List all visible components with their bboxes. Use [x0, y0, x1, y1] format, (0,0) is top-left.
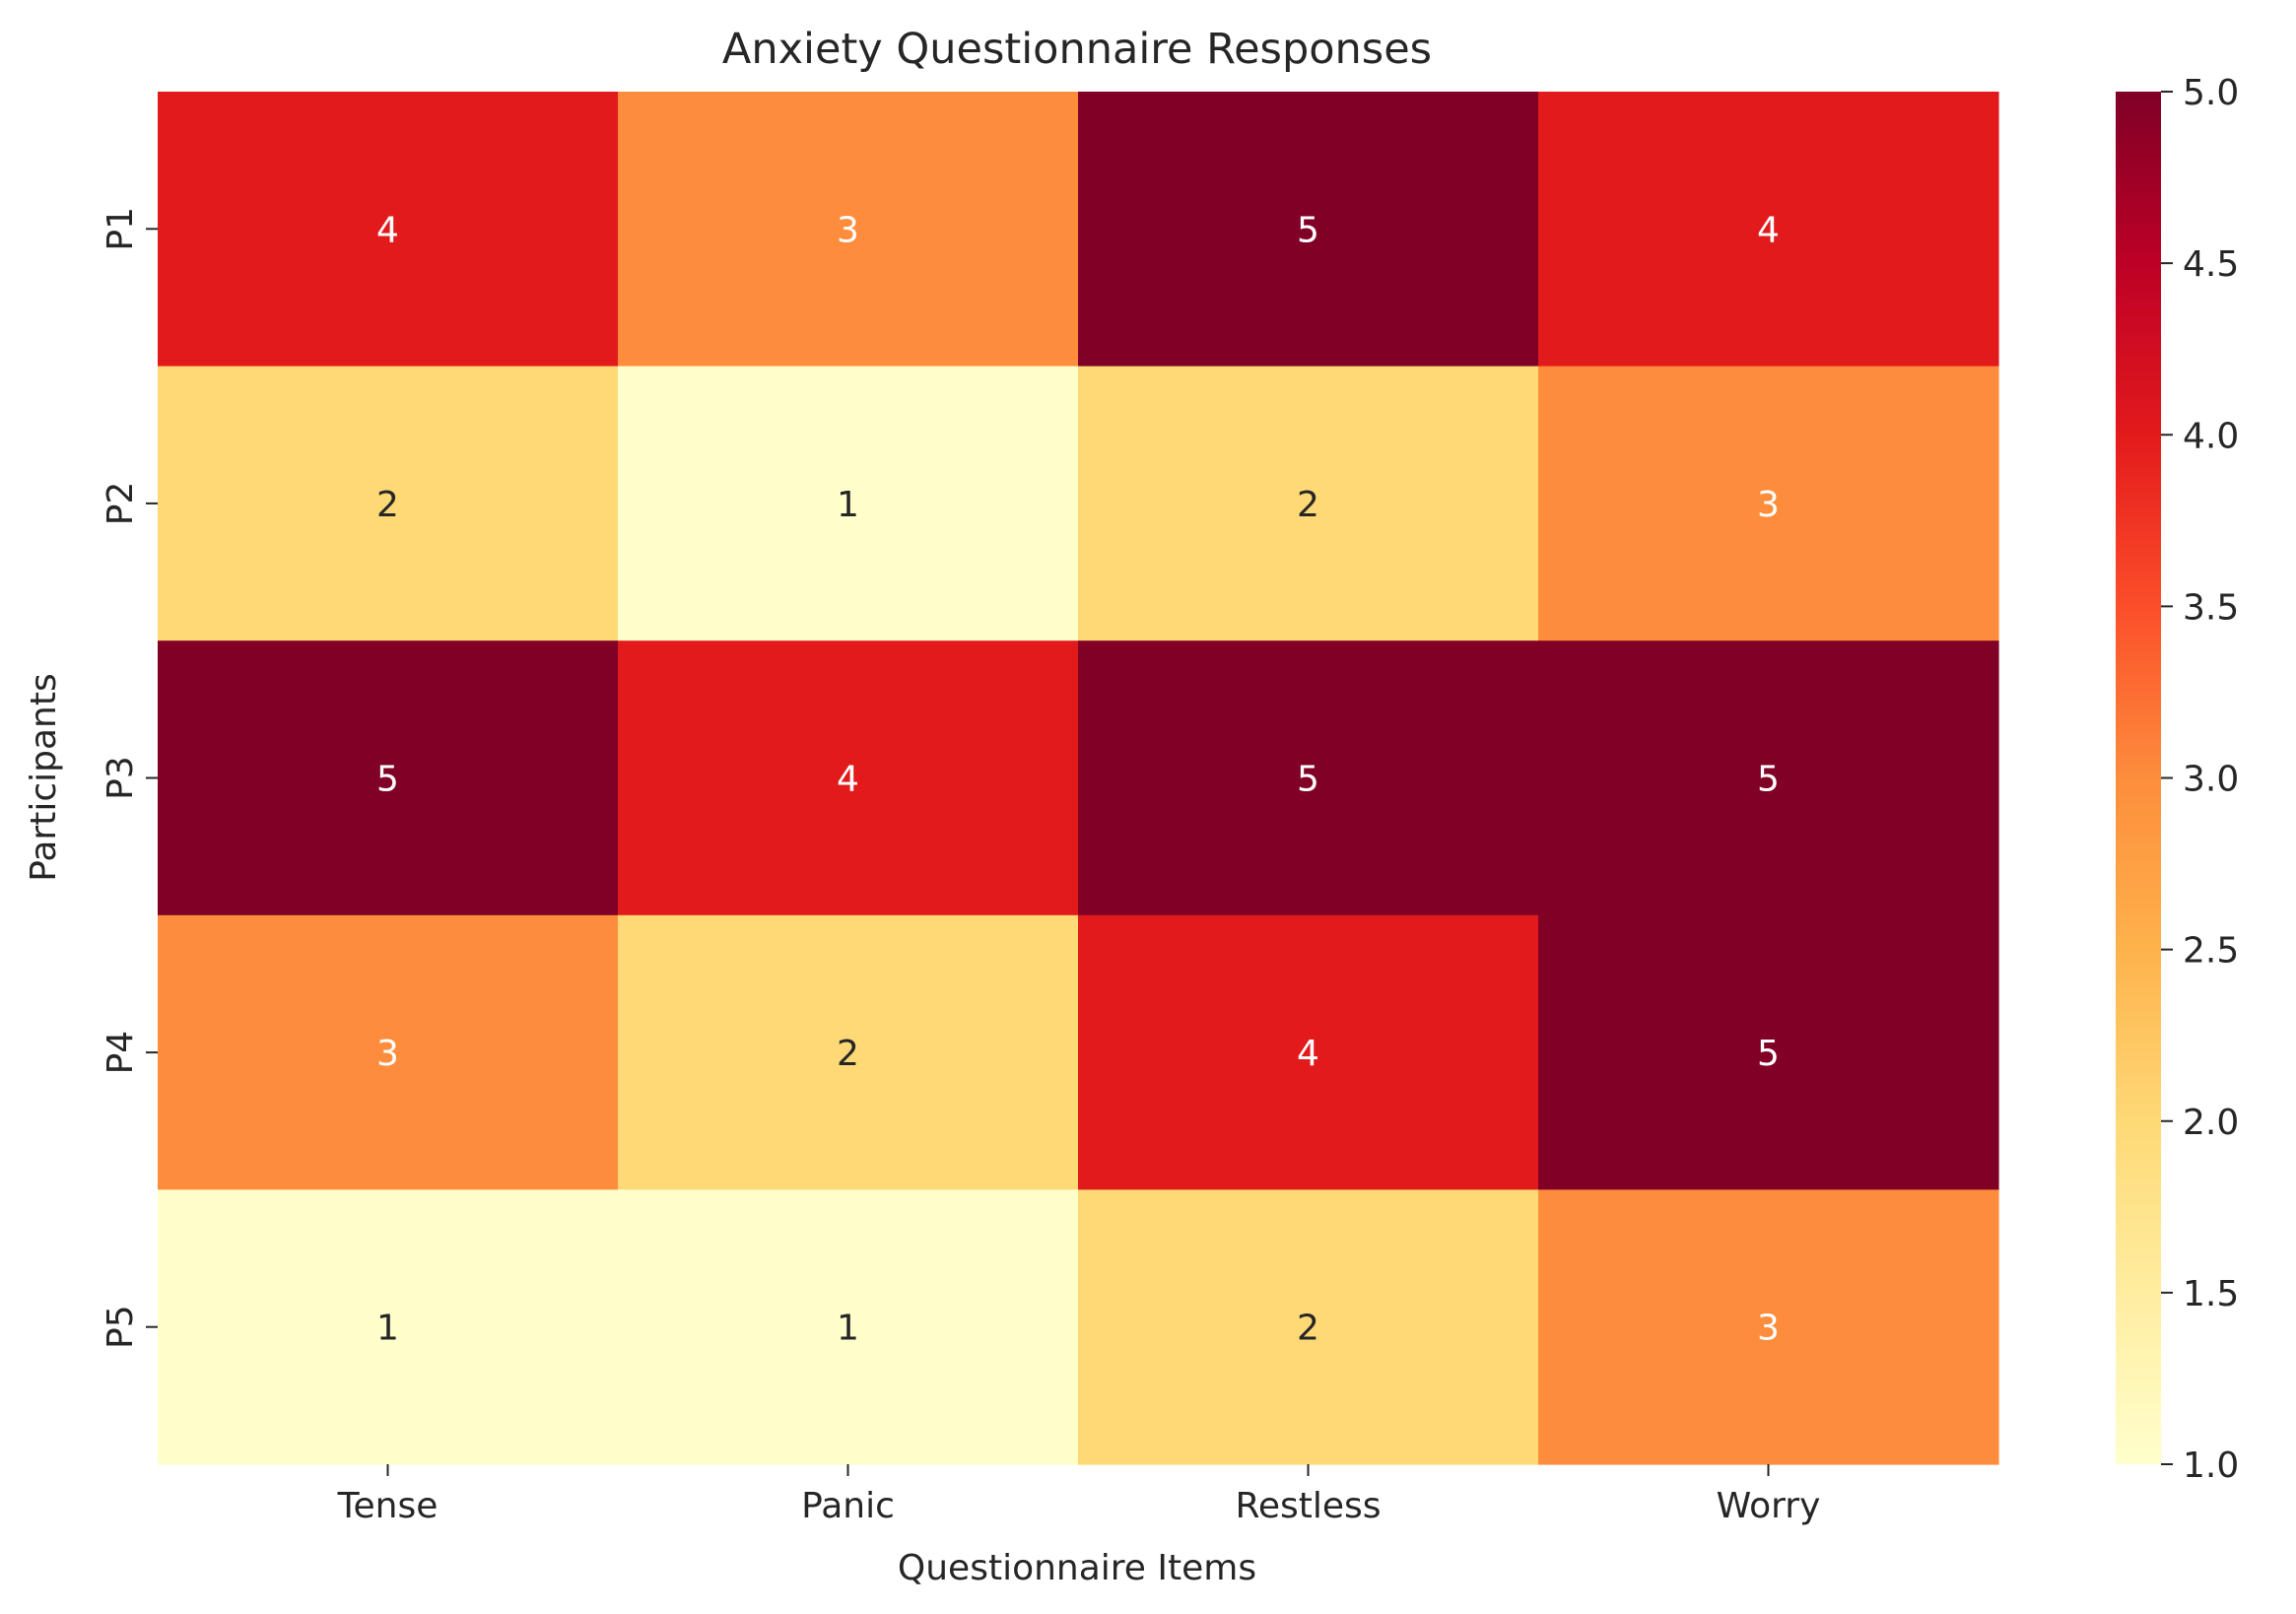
- x-axis-label: Questionnaire Items: [898, 1548, 1256, 1588]
- cell-value-label: 2: [1297, 485, 1319, 525]
- cell-value-label: 2: [1297, 1309, 1319, 1349]
- colorbar-tick-label: 1.0: [2183, 1446, 2239, 1486]
- heatmap-cell: [1538, 366, 1999, 641]
- y-tick-label: P5: [101, 1305, 141, 1349]
- heatmap-cell: [1538, 914, 1999, 1190]
- colorbar-tick-label: 3.5: [2183, 587, 2239, 628]
- heatmap-cell: [1078, 1189, 1539, 1465]
- heatmap-cell: [1538, 92, 1999, 368]
- cell-value-label: 1: [376, 1309, 399, 1349]
- cell-value-label: 1: [837, 485, 859, 525]
- heatmap-cell: [158, 1189, 619, 1465]
- cell-value-label: 3: [1757, 1309, 1780, 1349]
- y-tick-label: P3: [101, 756, 141, 800]
- heatmap-cell: [618, 914, 1079, 1190]
- heatmap-cell: [1538, 640, 1999, 916]
- heatmap-cell-labels: 4 3 5 4 2 1 2 3 5 4 5 5 3 2 4 5 1 1 2 3: [376, 210, 1780, 1348]
- colorbar-ticks: 1.0 1.5 2.0 2.5 3.0 3.5 4.0 4.5 5.0: [2161, 73, 2239, 1486]
- cell-value-label: 4: [837, 760, 859, 800]
- heatmap-cell: [1078, 92, 1539, 368]
- colorbar-tick-label: 3.0: [2183, 760, 2239, 800]
- heatmap-cell: [1078, 640, 1539, 916]
- y-tick-label: P2: [101, 482, 141, 526]
- heatmap-cell: [618, 366, 1079, 641]
- cell-value-label: 2: [837, 1034, 859, 1074]
- heatmap-cell: [158, 640, 619, 916]
- cell-value-label: 1: [837, 1309, 859, 1349]
- cell-value-label: 5: [376, 760, 399, 800]
- cell-value-label: 5: [1297, 760, 1319, 800]
- heatmap-cell: [1538, 1189, 1999, 1465]
- colorbar-tick-label: 1.5: [2183, 1274, 2239, 1314]
- heatmap-cell: [158, 92, 619, 368]
- heatmap-cell: [1078, 914, 1539, 1190]
- cell-value-label: 3: [1757, 485, 1780, 525]
- x-tick-label: Worry: [1717, 1486, 1821, 1526]
- colorbar-tick-label: 2.5: [2183, 931, 2239, 972]
- heatmap-cell: [618, 92, 1079, 368]
- y-axis: P1 P2 P3 P4 P5: [101, 207, 158, 1349]
- chart-title: Anxiety Questionnaire Responses: [722, 25, 1432, 74]
- x-axis: Tense Panic Restless Worry: [337, 1464, 1821, 1526]
- y-tick-label: P1: [101, 207, 141, 251]
- colorbar-tick-label: 4.0: [2183, 416, 2239, 456]
- cell-value-label: 5: [1757, 760, 1780, 800]
- cell-value-label: 4: [1757, 210, 1780, 250]
- heatmap-cell: [158, 366, 619, 641]
- y-tick-label: P4: [101, 1031, 141, 1075]
- cell-value-label: 3: [376, 1034, 399, 1074]
- cell-value-label: 5: [1757, 1034, 1780, 1074]
- x-tick-label: Panic: [801, 1486, 895, 1526]
- colorbar-tick-label: 2.0: [2183, 1103, 2239, 1143]
- colorbar: [2116, 92, 2161, 1464]
- cell-value-label: 4: [376, 210, 399, 250]
- x-tick-label: Restless: [1235, 1486, 1381, 1526]
- colorbar-tick-label: 5.0: [2183, 73, 2239, 113]
- heatmap-cell: [1078, 366, 1539, 641]
- cell-value-label: 5: [1297, 210, 1319, 250]
- colorbar-tick-label: 4.5: [2183, 244, 2239, 285]
- cell-value-label: 2: [376, 485, 399, 525]
- cell-value-label: 3: [837, 210, 859, 250]
- cell-value-label: 4: [1297, 1034, 1319, 1074]
- heatmap-cell: [618, 1189, 1079, 1465]
- heatmap-cell: [618, 640, 1079, 916]
- heatmap-cell: [158, 914, 619, 1190]
- heatmap-cells: [158, 92, 1999, 1465]
- x-tick-label: Tense: [337, 1486, 439, 1526]
- y-axis-label: Participants: [24, 673, 64, 881]
